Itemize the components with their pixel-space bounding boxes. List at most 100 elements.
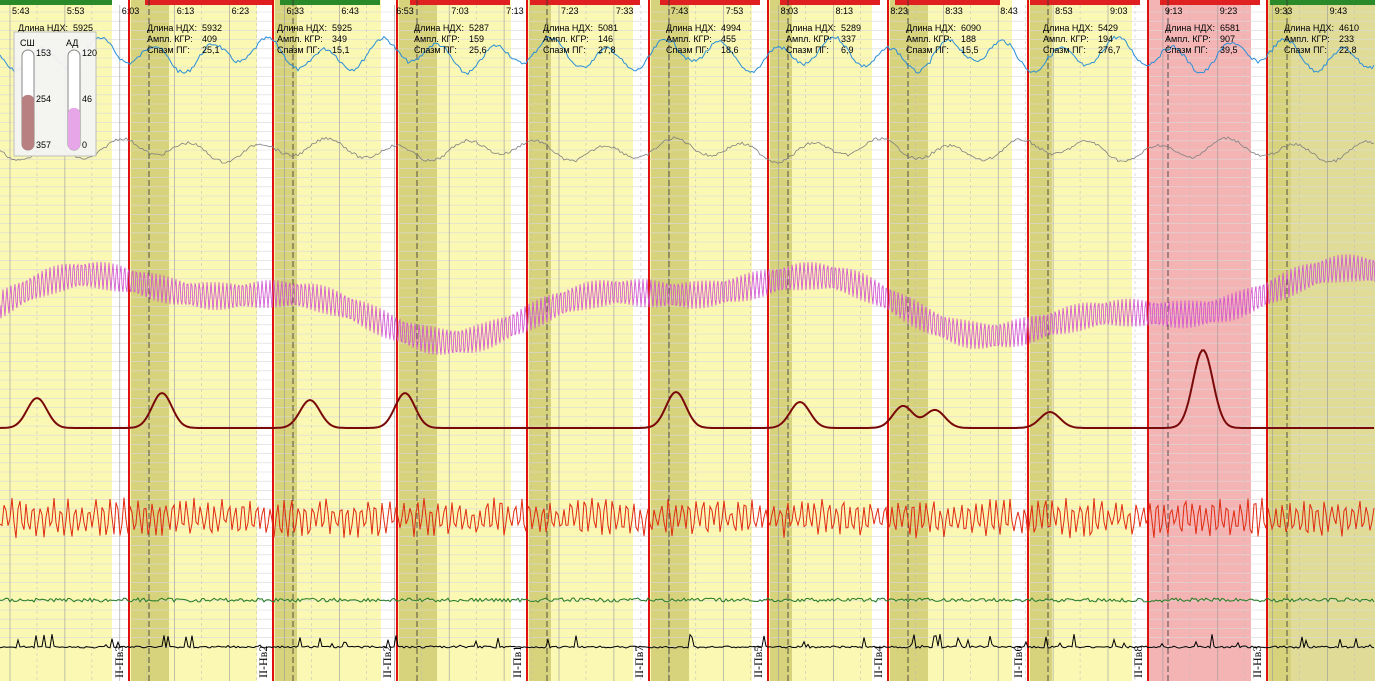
info-label: Длина НДХ: (147, 23, 197, 33)
top-bar (145, 0, 273, 5)
trace-darkred (0, 349, 1374, 429)
gauge-tick: 46 (82, 94, 92, 104)
info-value: 5081 (598, 23, 618, 33)
info-value: 194 (1098, 34, 1113, 44)
info-label: Ампл. КГР: (277, 34, 323, 44)
info-value: 4994 (721, 23, 741, 33)
info-value: 233 (1339, 34, 1354, 44)
info-label: Ампл. КГР: (147, 34, 193, 44)
time-label: 6:03 (122, 6, 140, 16)
area-olive (890, 0, 928, 681)
info-value: 455 (721, 34, 736, 44)
trace-black (0, 633, 1375, 649)
info-label: Спазм ПГ: (1043, 45, 1086, 55)
episode-marker: II-Пв1 (510, 646, 524, 678)
time-label: 7:53 (726, 6, 744, 16)
info-value: 4610 (1339, 23, 1359, 33)
traces (0, 35, 1375, 649)
top-bar (1030, 0, 1140, 5)
info-label: Ампл. КГР: (1043, 34, 1089, 44)
gauge-tick: 0 (82, 140, 87, 150)
info-value: 22,8 (1339, 45, 1357, 55)
info-value: 409 (202, 34, 217, 44)
info-value: 27,8 (598, 45, 616, 55)
info-label: Ампл. КГР: (666, 34, 712, 44)
info-value: 159 (469, 34, 484, 44)
time-label: 8:33 (945, 6, 963, 16)
top-bar (0, 0, 112, 5)
time-label: 9:33 (1275, 6, 1293, 16)
top-bar (410, 0, 510, 5)
trace-red (0, 497, 1375, 539)
area (1148, 0, 1251, 681)
info-label: Длина НДХ: (277, 23, 327, 33)
top-bar (895, 0, 1000, 5)
trace-pink (0, 254, 1375, 355)
time-label: 9:23 (1220, 6, 1238, 16)
area-olive (529, 0, 551, 681)
time-label: 6:33 (287, 6, 305, 16)
info-value: 337 (841, 34, 856, 44)
trace-green (0, 597, 1375, 603)
info-value: 25,6 (469, 45, 487, 55)
info-label: Ампл. КГР: (414, 34, 460, 44)
top-bar (280, 0, 380, 5)
info-label: Спазм ПГ: (277, 45, 320, 55)
time-label: 6:23 (232, 6, 250, 16)
area-olive (1269, 0, 1291, 681)
info-value: 6,9 (841, 45, 854, 55)
info-value: 5289 (841, 23, 861, 33)
top-bar (780, 0, 880, 5)
info-label: Длина НДХ: (414, 23, 464, 33)
time-label: 9:03 (1110, 6, 1128, 16)
time-label: 9:43 (1330, 6, 1348, 16)
info-value: 5925 (73, 23, 93, 33)
info-label: Спазм ПГ: (414, 45, 457, 55)
episode-marker: II-Пв2 (380, 646, 394, 678)
info-label: Ампл. КГР: (786, 34, 832, 44)
top-bar (1160, 0, 1260, 5)
time-label: 8:53 (1055, 6, 1073, 16)
time-label: 7:23 (561, 6, 579, 16)
top-bar (530, 0, 640, 5)
info-value: 188 (961, 34, 976, 44)
info-label: Спазм ПГ: (906, 45, 949, 55)
info-value: 6090 (961, 23, 981, 33)
area-olive (1030, 0, 1052, 681)
trace-gray (0, 136, 1375, 164)
area-olive (770, 0, 792, 681)
info-value: 276,7 (1098, 45, 1121, 55)
info-label: Ампл. КГР: (906, 34, 952, 44)
info-value: 25,1 (202, 45, 220, 55)
info-label: Длина НДХ: (906, 23, 956, 33)
gauge-tick: 120 (82, 48, 97, 58)
time-label: 7:13 (506, 6, 524, 16)
time-label: 9:13 (1165, 6, 1183, 16)
area-olive (651, 0, 689, 681)
gauge-tick: 153 (36, 48, 51, 58)
episode-marker: II-Пв8 (1131, 646, 1145, 678)
labels: 5:43 5:53 6:03 6:13 6:23 6:33 6:43 6:53 7:03 7:13… (12, 6, 1359, 678)
info-value: 6581 (1220, 23, 1240, 33)
top-bar (1270, 0, 1375, 5)
info-label: Длина НДХ: (543, 23, 593, 33)
episode-marker: II-Пв4 (871, 646, 885, 678)
info-value: 5429 (1098, 23, 1118, 33)
gauge-fill (68, 108, 80, 150)
info-value: 5932 (202, 23, 222, 33)
info-value: 5925 (332, 23, 352, 33)
info-value: 349 (332, 34, 347, 44)
info-value: 5287 (469, 23, 489, 33)
gauge-label: АД (66, 38, 78, 48)
info-label: Длина НДХ: (1284, 23, 1334, 33)
info-value: 15,5 (961, 45, 979, 55)
info-label: Спазм ПГ: (666, 45, 709, 55)
time-label: 8:43 (1000, 6, 1018, 16)
gauge-fill (22, 95, 34, 150)
info-label: Длина НДХ: (1043, 23, 1093, 33)
info-label: Длина НДХ: (786, 23, 836, 33)
time-label: 6:53 (396, 6, 414, 16)
